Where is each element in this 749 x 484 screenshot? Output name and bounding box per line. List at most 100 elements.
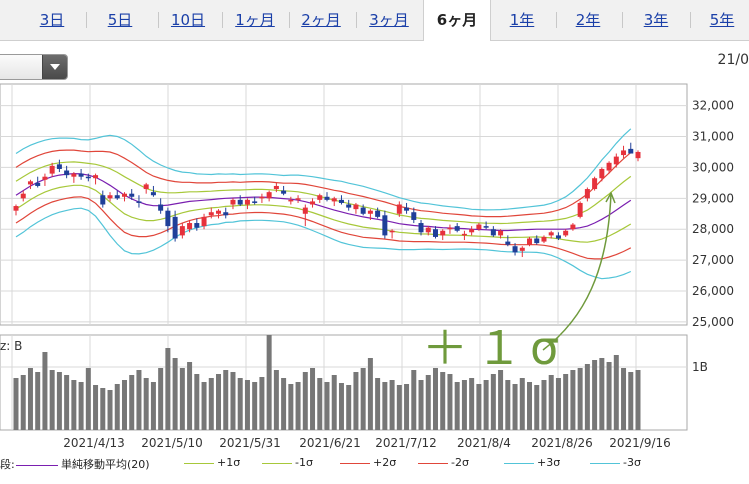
candle-body xyxy=(237,199,243,205)
tab-divider xyxy=(158,12,159,28)
candle-body xyxy=(440,230,446,236)
candle-body xyxy=(150,192,156,196)
x-tick-label: 2021/9/16 xyxy=(609,436,671,450)
period-tab-bar: 3日 5日 10日 1ヶ月 2ヶ月 3ヶ月 6ヶ月 1年 2年 3年 5年 xyxy=(0,0,749,41)
candle-body xyxy=(27,181,33,185)
candle-body xyxy=(353,204,359,210)
volume-bar xyxy=(628,372,634,430)
volume-bar xyxy=(230,372,236,430)
volume-bar xyxy=(237,378,243,430)
legend-swatch xyxy=(340,462,370,464)
volume-bar xyxy=(13,378,19,430)
volume-bar xyxy=(201,382,207,430)
candle-body xyxy=(273,185,279,190)
candle-body xyxy=(266,192,272,199)
candle-body xyxy=(621,150,627,156)
candle-body xyxy=(71,173,77,177)
candle-body xyxy=(42,176,48,180)
dropdown-arrow-icon[interactable] xyxy=(42,55,67,79)
legend-label: -3σ xyxy=(623,456,641,469)
volume-bar xyxy=(613,355,619,430)
volume-bar xyxy=(476,384,482,430)
candle-body xyxy=(396,204,402,214)
x-tick-label: 2021/8/4 xyxy=(457,436,511,450)
tab-1-year[interactable]: 1年 xyxy=(509,11,535,29)
y-tick-label: 31,000 xyxy=(692,130,734,144)
volume-bar xyxy=(454,382,460,430)
volume-bar xyxy=(512,384,518,430)
x-tick-label: 2021/7/12 xyxy=(375,436,437,450)
tab-divider xyxy=(356,12,357,28)
candle-body xyxy=(541,236,547,242)
legend-label: +2σ xyxy=(373,456,397,469)
tab-3-months[interactable]: 3ヶ月 xyxy=(369,11,409,29)
legend-sma: 単純移動平均(20) xyxy=(16,456,150,472)
legend-swatch xyxy=(418,462,448,464)
legend-label: +3σ xyxy=(537,456,561,469)
candle-body xyxy=(64,170,70,176)
candle-body xyxy=(302,207,308,214)
legend-swatch xyxy=(504,462,534,464)
volume-bar xyxy=(418,380,424,430)
volume-bar xyxy=(469,378,475,430)
volume-bar xyxy=(353,372,359,430)
tab-10-days[interactable]: 10日 xyxy=(170,11,206,29)
candle-body xyxy=(389,230,395,233)
volume-bar xyxy=(396,385,402,430)
tab-2-years[interactable]: 2年 xyxy=(575,11,601,29)
indicator-select[interactable] xyxy=(0,54,68,80)
volume-bar xyxy=(172,358,178,430)
arrow-head-icon xyxy=(605,191,616,204)
candle-body xyxy=(592,178,598,190)
tab-2-months[interactable]: 2ヶ月 xyxy=(301,11,341,29)
y-tick-label: 29,000 xyxy=(692,191,734,205)
volume-bar xyxy=(389,380,395,430)
volume-bar xyxy=(266,335,272,430)
volume-bar xyxy=(599,358,605,430)
tab-3-years[interactable]: 3年 xyxy=(643,11,669,29)
tab-divider xyxy=(222,12,223,28)
tab-6-months[interactable]: 6ヶ月 xyxy=(423,0,491,41)
candle-body xyxy=(143,184,149,190)
candle-body xyxy=(13,206,19,211)
candle-body xyxy=(375,210,381,217)
volume-bar xyxy=(367,358,373,430)
tab-divider xyxy=(289,12,290,28)
tab-5-years[interactable]: 5年 xyxy=(709,11,735,29)
legend-label: -2σ xyxy=(451,456,469,469)
candle-body xyxy=(613,156,619,165)
candle-body xyxy=(476,224,482,230)
candle-body xyxy=(49,165,55,174)
sigma-annotation: ＋１σ xyxy=(422,321,568,375)
volume-bar xyxy=(375,378,381,430)
volume-bar xyxy=(158,368,164,430)
legend-swatch xyxy=(590,462,620,464)
x-tick-label: 2021/5/10 xyxy=(141,436,203,450)
volume-bar xyxy=(208,378,214,430)
tab-5-days[interactable]: 5日 xyxy=(107,11,133,29)
volume-bar xyxy=(432,368,438,430)
volume-bar xyxy=(71,380,77,430)
candle-body xyxy=(404,207,410,211)
tab-1-month[interactable]: 1ヶ月 xyxy=(235,11,275,29)
volume-bar xyxy=(295,382,301,430)
tab-divider xyxy=(86,12,87,28)
volume-bar xyxy=(302,372,308,430)
candle-body xyxy=(93,175,99,179)
volume-bar xyxy=(527,382,533,430)
candle-body xyxy=(100,195,106,205)
volume-bar xyxy=(100,388,106,430)
legend-label: +1σ xyxy=(217,456,241,469)
volume-bar xyxy=(331,375,337,430)
volume-bar xyxy=(505,380,511,430)
tab-3-days[interactable]: 3日 xyxy=(39,11,65,29)
candle-body xyxy=(179,226,185,236)
volume-bar xyxy=(555,378,561,430)
volume-bar xyxy=(606,362,612,430)
y-tick-label: 26,000 xyxy=(692,284,734,298)
y-tick-label: 25,000 xyxy=(692,315,734,329)
candle-body xyxy=(519,247,525,251)
y-tick-label: 30,000 xyxy=(692,160,734,174)
candle-body xyxy=(129,193,135,197)
